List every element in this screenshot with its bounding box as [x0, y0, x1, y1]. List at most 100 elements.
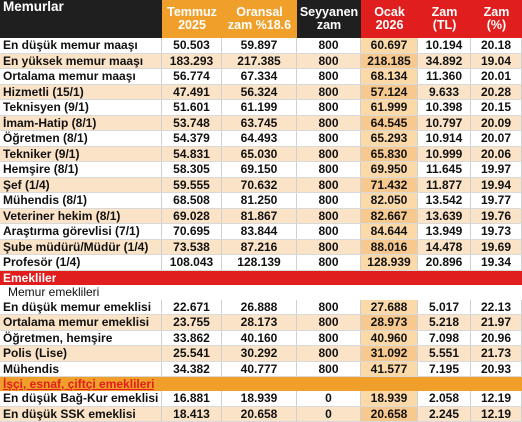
temmuz-2025-value: 108.043 — [162, 255, 222, 270]
seyyanen-zam-value: 800 — [297, 240, 361, 255]
row-label: Mühendis (8/1) — [0, 193, 162, 208]
header-oransal-zam: Oransal zam %18.6 — [222, 0, 297, 38]
row-label: Şube müdürü/Müdür (1/4) — [0, 240, 162, 255]
ocak-2026-value: 218.185 — [361, 54, 418, 69]
zam-yuzde-value: 20.15 — [471, 100, 522, 115]
temmuz-2025-value: 183.293 — [162, 54, 222, 69]
temmuz-2025-value: 73.538 — [162, 240, 222, 255]
ocak-2026-value: 41.577 — [361, 362, 418, 377]
zam-yuzde-value: 19.97 — [471, 162, 522, 177]
row-label: Öğretmen (8/1) — [0, 131, 162, 146]
header-zam-tl: Zam (TL) — [418, 0, 471, 38]
emekliler-title: Emekliler — [0, 271, 56, 285]
temmuz-2025-value: 59.555 — [162, 178, 222, 193]
temmuz-2025-value: 54.379 — [162, 131, 222, 146]
zam-tl-value: 13.542 — [418, 193, 471, 208]
zam-tl-value: 34.892 — [418, 54, 471, 69]
row-label: Şef (1/4) — [0, 178, 162, 193]
temmuz-2025-value: 69.028 — [162, 209, 222, 224]
zam-tl-value: 5.017 — [418, 300, 471, 315]
seyyanen-zam-value: 0 — [297, 407, 361, 422]
row-label: En düşük memur maaşı — [0, 38, 162, 53]
zam-yuzde-value: 19.73 — [471, 224, 522, 239]
zam-yuzde-value: 22.13 — [471, 300, 522, 315]
ocak-2026-value: 57.124 — [361, 85, 418, 100]
seyyanen-zam-value: 800 — [297, 346, 361, 361]
zam-yuzde-value: 12.19 — [471, 407, 522, 422]
header-zam-yuzde-text: Zam (%) — [479, 6, 514, 32]
header-zam-yuzde: Zam (%) — [471, 0, 522, 38]
row-label: Tekniker (9/1) — [0, 147, 162, 162]
header-seyyanen-zam-text: Seyyanen zam — [299, 6, 359, 32]
temmuz-2025-value: 54.831 — [162, 147, 222, 162]
seyyanen-zam-value: 800 — [297, 100, 361, 115]
oransal-zam-value: 87.216 — [222, 240, 297, 255]
zam-tl-value: 2.058 — [418, 391, 471, 406]
ocak-2026-value: 27.688 — [361, 300, 418, 315]
zam-yuzde-value: 20.93 — [471, 362, 522, 377]
oransal-zam-value: 30.292 — [222, 346, 297, 361]
header-zam-tl-text: Zam (TL) — [427, 6, 462, 32]
seyyanen-zam-value: 800 — [297, 116, 361, 131]
header-memurlar: Memurlar — [0, 0, 162, 38]
ocak-2026-value: 60.697 — [361, 38, 418, 53]
ocak-2026-value: 84.644 — [361, 224, 418, 239]
oransal-zam-value: 65.030 — [222, 147, 297, 162]
memur-emeklileri-title: Memur emeklileri — [0, 285, 99, 300]
oransal-zam-value: 70.632 — [222, 178, 297, 193]
zam-tl-value: 11.360 — [418, 69, 471, 84]
ocak-2026-value: 40.960 — [361, 331, 418, 346]
oransal-zam-value: 18.939 — [222, 391, 297, 406]
seyyanen-zam-value: 800 — [297, 255, 361, 270]
oransal-zam-value: 63.745 — [222, 116, 297, 131]
seyyanen-zam-value: 800 — [297, 209, 361, 224]
oransal-zam-value: 83.844 — [222, 224, 297, 239]
zam-yuzde-value: 20.09 — [471, 116, 522, 131]
temmuz-2025-value: 23.755 — [162, 315, 222, 330]
seyyanen-zam-value: 800 — [297, 300, 361, 315]
seyyanen-zam-value: 800 — [297, 224, 361, 239]
row-label: En düşük SSK emeklisi — [0, 407, 162, 422]
ocak-2026-value: 88.016 — [361, 240, 418, 255]
seyyanen-zam-value: 800 — [297, 178, 361, 193]
oransal-zam-value: 64.493 — [222, 131, 297, 146]
row-label: Polis (Lise) — [0, 346, 162, 361]
ocak-2026-value: 69.950 — [361, 162, 418, 177]
zam-yuzde-value: 19.77 — [471, 193, 522, 208]
temmuz-2025-value: 47.491 — [162, 85, 222, 100]
ocak-2026-value: 61.999 — [361, 100, 418, 115]
seyyanen-zam-value: 800 — [297, 69, 361, 84]
row-label: En düşük Bağ-Kur emeklisi — [0, 391, 162, 406]
zam-tl-value: 11.877 — [418, 178, 471, 193]
oransal-zam-value: 40.160 — [222, 331, 297, 346]
zam-tl-value: 7.195 — [418, 362, 471, 377]
oransal-zam-value: 128.139 — [222, 255, 297, 270]
row-label: Öğretmen, hemşire — [0, 331, 162, 346]
zam-yuzde-value: 12.19 — [471, 391, 522, 406]
header-temmuz-2025-text: Temmuz 2025 — [167, 6, 217, 32]
temmuz-2025-value: 18.413 — [162, 407, 222, 422]
header-ocak-2026-text: Ocak 2026 — [370, 6, 410, 32]
zam-yuzde-value: 20.01 — [471, 69, 522, 84]
row-label: En düşük memur emeklisi — [0, 300, 162, 315]
zam-tl-value: 10.914 — [418, 131, 471, 146]
zam-yuzde-value: 19.34 — [471, 255, 522, 270]
seyyanen-zam-value: 800 — [297, 54, 361, 69]
oransal-zam-value: 69.150 — [222, 162, 297, 177]
memur-emeklileri-subheader: Memur emeklileri — [0, 285, 522, 300]
row-label: Profesör (1/4) — [0, 255, 162, 270]
ocak-2026-value: 68.134 — [361, 69, 418, 84]
ocak-2026-value: 65.830 — [361, 147, 418, 162]
temmuz-2025-value: 50.503 — [162, 38, 222, 53]
seyyanen-zam-value: 800 — [297, 38, 361, 53]
